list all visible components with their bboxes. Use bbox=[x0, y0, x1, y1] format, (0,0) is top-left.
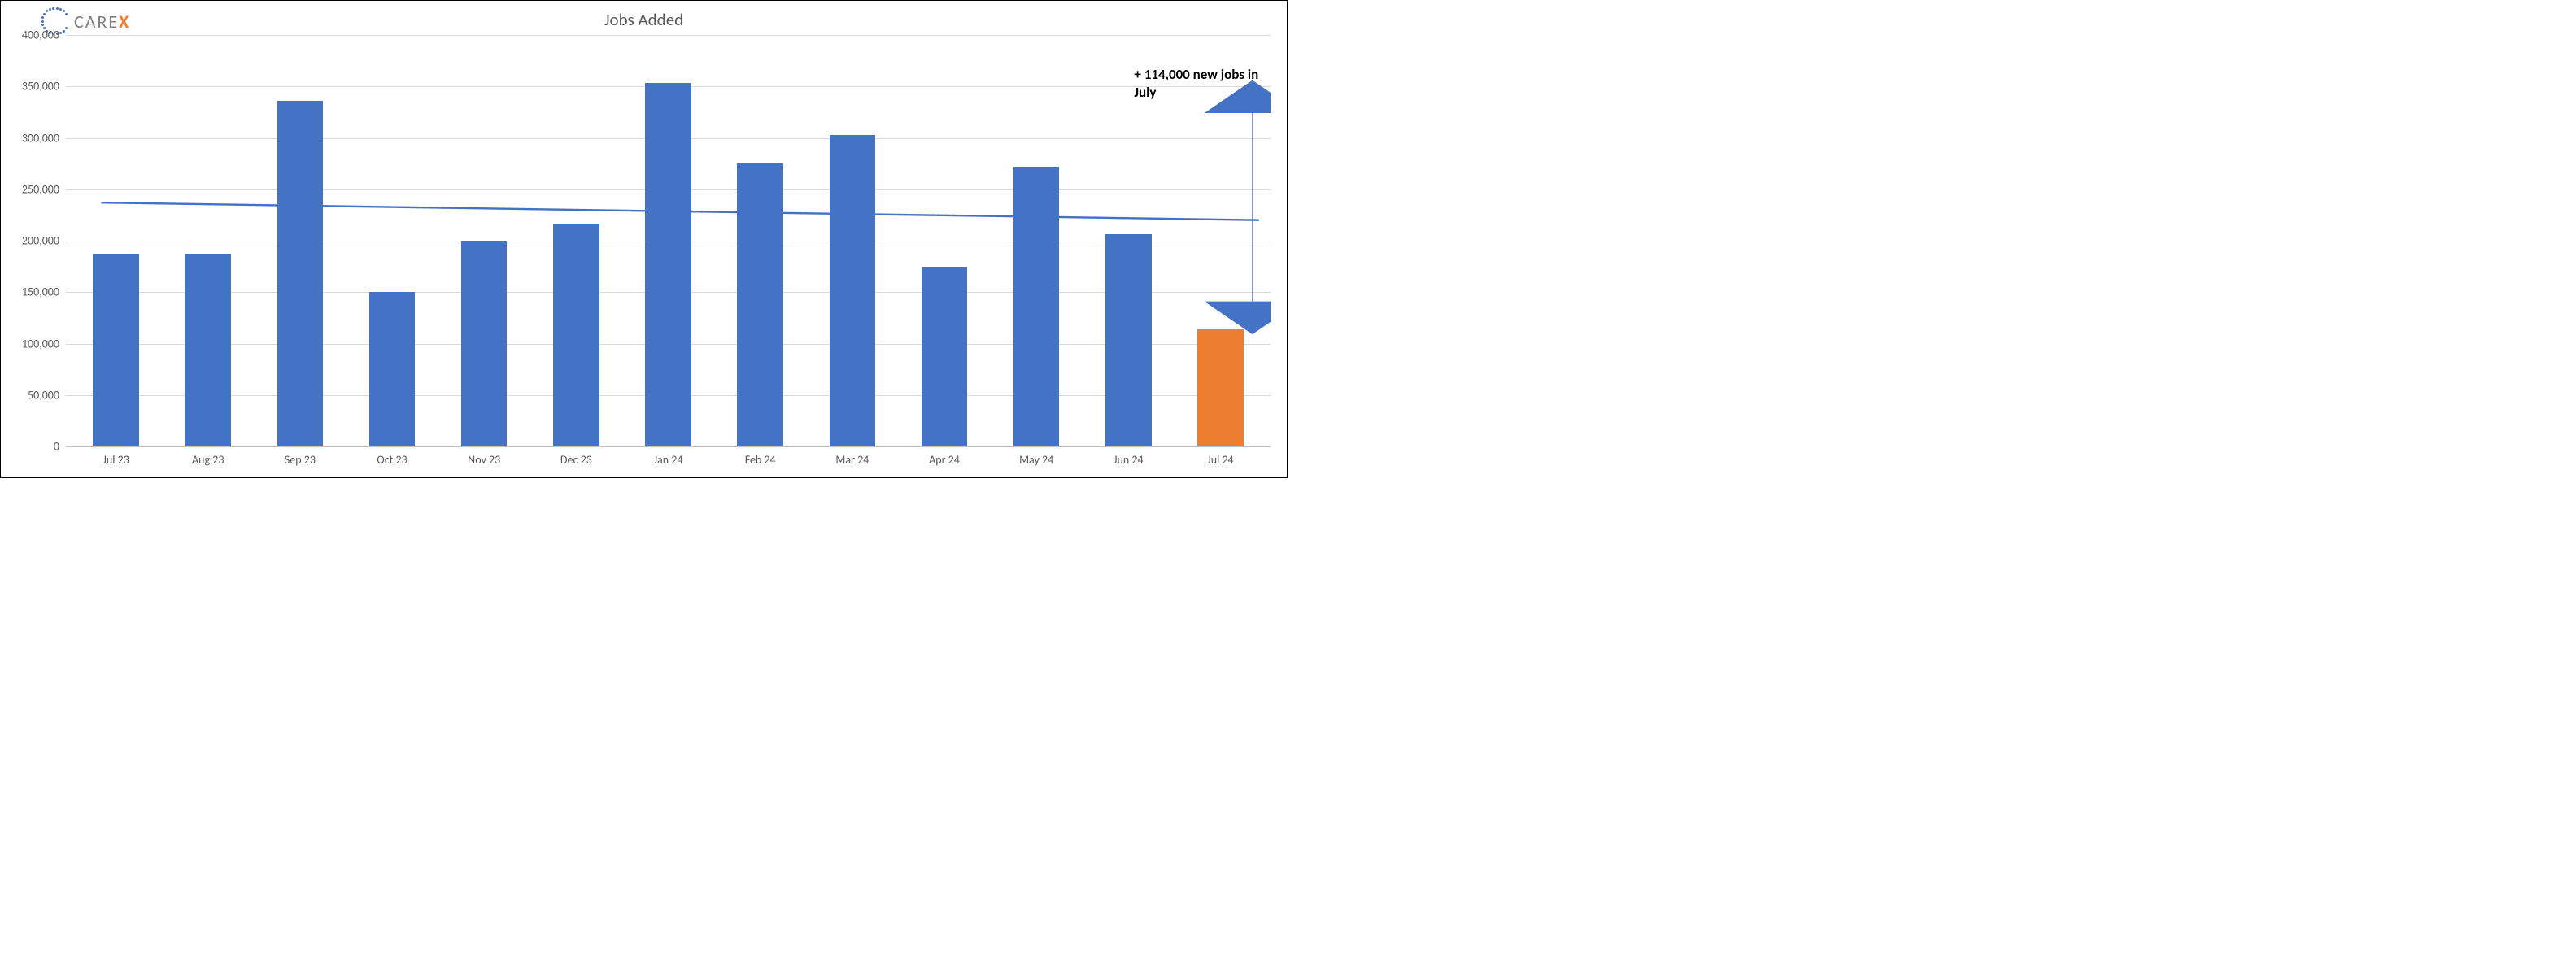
chart-container: CAREX Jobs Added 050,000100,000150,00020… bbox=[0, 0, 1288, 478]
bar-slot: Oct 23 bbox=[346, 35, 438, 446]
y-axis-label: 0 bbox=[54, 440, 66, 454]
x-axis-label: Feb 24 bbox=[745, 446, 776, 467]
bar bbox=[1105, 234, 1152, 446]
bar bbox=[737, 163, 783, 446]
bar-slot: May 24 bbox=[991, 35, 1083, 446]
bar-slot: Dec 23 bbox=[530, 35, 622, 446]
plot-area: 050,000100,000150,000200,000250,000300,0… bbox=[66, 35, 1271, 446]
annotation-line1: + 114,000 new jobs in bbox=[1134, 66, 1258, 84]
y-axis-label: 200,000 bbox=[22, 234, 66, 248]
logo-text: CAREX bbox=[74, 11, 130, 33]
bar-slot: Jan 24 bbox=[622, 35, 714, 446]
bar bbox=[922, 267, 968, 446]
bar bbox=[1013, 167, 1060, 446]
bar bbox=[553, 224, 599, 446]
bar bbox=[461, 241, 508, 446]
bar bbox=[1197, 329, 1244, 446]
x-axis-label: Sep 23 bbox=[285, 446, 316, 467]
x-axis-label: Mar 24 bbox=[835, 446, 869, 467]
bar-slot: Sep 23 bbox=[254, 35, 346, 446]
x-axis-label: Aug 23 bbox=[192, 446, 224, 467]
y-axis-label: 50,000 bbox=[28, 388, 66, 402]
bar-slot: Feb 24 bbox=[714, 35, 806, 446]
y-axis-label: 300,000 bbox=[22, 131, 66, 145]
bar-slot: Aug 23 bbox=[162, 35, 254, 446]
bar-slot: Jul 23 bbox=[70, 35, 162, 446]
y-axis-label: 150,000 bbox=[22, 285, 66, 299]
x-axis-label: Jun 24 bbox=[1114, 446, 1144, 467]
y-axis-label: 400,000 bbox=[22, 28, 66, 42]
x-axis-label: Jul 24 bbox=[1207, 446, 1233, 467]
x-axis-label: Dec 23 bbox=[560, 446, 592, 467]
x-axis-label: Jul 23 bbox=[102, 446, 129, 467]
bar bbox=[93, 254, 139, 446]
annotation-text: + 114,000 new jobs inJuly bbox=[1134, 66, 1258, 102]
chart-title: Jobs Added bbox=[604, 9, 683, 30]
bar-slot: Mar 24 bbox=[806, 35, 898, 446]
logo-text-main: CARE bbox=[74, 11, 119, 33]
bar bbox=[830, 135, 876, 446]
x-axis-label: Apr 24 bbox=[929, 446, 960, 467]
bar-slot: Apr 24 bbox=[898, 35, 990, 446]
bar bbox=[277, 101, 324, 446]
y-axis-label: 250,000 bbox=[22, 182, 66, 196]
x-axis-label: Oct 23 bbox=[377, 446, 407, 467]
x-axis-label: Jan 24 bbox=[654, 446, 683, 467]
bar bbox=[369, 292, 416, 446]
bar-slot: Nov 23 bbox=[438, 35, 530, 446]
bar bbox=[645, 83, 691, 446]
annotation-line2: July bbox=[1134, 84, 1258, 102]
x-axis-label: May 24 bbox=[1019, 446, 1053, 467]
y-axis-label: 100,000 bbox=[22, 337, 66, 350]
bars-area: Jul 23Aug 23Sep 23Oct 23Nov 23Dec 23Jan … bbox=[66, 35, 1271, 446]
bar bbox=[185, 254, 231, 446]
y-axis-label: 350,000 bbox=[22, 80, 66, 94]
logo-text-accent: X bbox=[119, 11, 130, 33]
x-axis-label: Nov 23 bbox=[468, 446, 500, 467]
